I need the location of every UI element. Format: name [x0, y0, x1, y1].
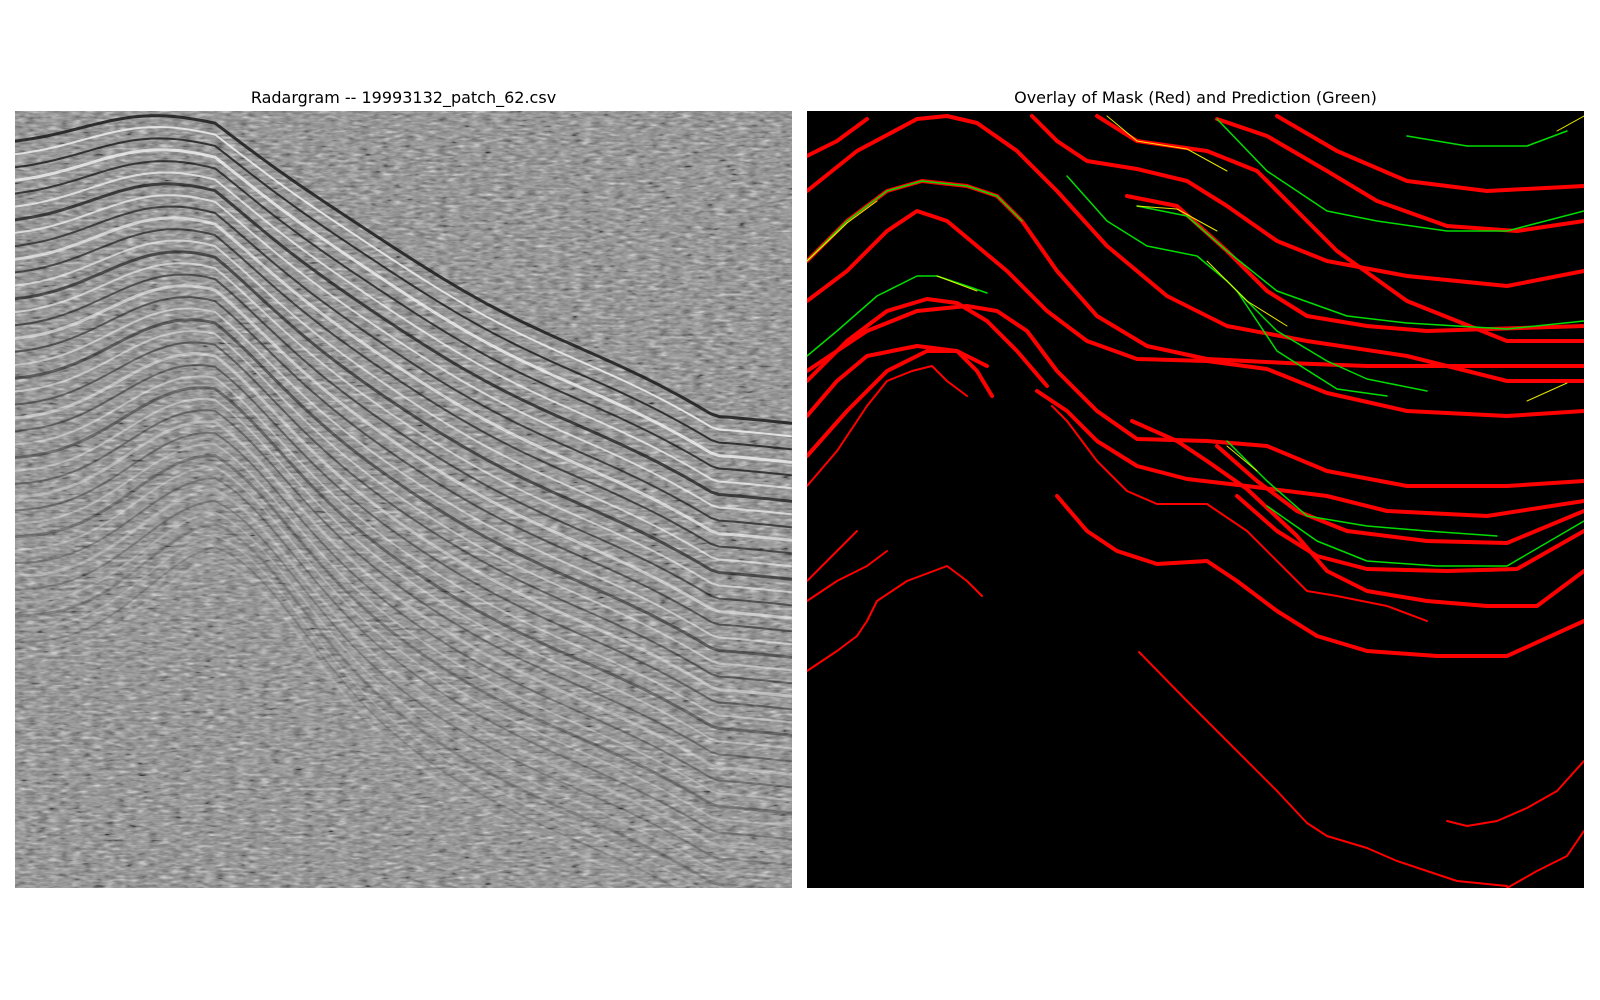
reflection-band — [15, 557, 655, 888]
reflection-band — [15, 454, 792, 815]
reflection-band — [15, 148, 792, 464]
reflection-band — [15, 375, 792, 724]
reflection-band — [15, 182, 792, 503]
reflection-band — [15, 216, 792, 542]
reflection-band — [15, 534, 702, 888]
reflection-band — [15, 443, 792, 802]
reflection-band — [15, 409, 792, 763]
reflection-band — [15, 160, 792, 477]
radargram-image — [15, 111, 792, 888]
reflection-band — [15, 318, 792, 659]
reflection-band — [15, 171, 792, 490]
reflection-band — [15, 250, 792, 581]
reflection-band — [15, 205, 792, 529]
reflection-band — [15, 386, 792, 737]
reflection-band — [15, 262, 792, 594]
overlay-title: Overlay of Mask (Red) and Prediction (Gr… — [1014, 88, 1377, 107]
reflection-band — [15, 341, 792, 685]
reflection-band — [15, 125, 792, 438]
reflection-band — [15, 239, 792, 568]
reflection-band — [15, 330, 792, 672]
reflection-band — [15, 522, 775, 888]
overlay-image — [807, 111, 1584, 888]
reflection-band — [15, 431, 792, 789]
reflection-band — [15, 487, 792, 854]
reflection-band — [15, 363, 792, 711]
radargram-title: Radargram -- 19993132_patch_62.csv — [250, 88, 557, 107]
reflection-band — [15, 398, 792, 750]
reflection-band — [15, 296, 792, 633]
reflection-band — [15, 273, 792, 607]
reflection-band — [15, 307, 792, 646]
reflection-band — [15, 114, 792, 425]
mask-lines — [807, 114, 1584, 658]
reflection-band — [15, 137, 792, 451]
reflection-band — [15, 499, 792, 867]
reflection-band — [15, 420, 792, 776]
reflection-band — [15, 546, 679, 888]
reflection-band — [15, 477, 792, 841]
reflection-band — [15, 194, 792, 516]
reflection-band — [15, 284, 792, 620]
reflection-band — [15, 511, 792, 880]
reflection-band — [15, 352, 792, 698]
reflection-band — [15, 228, 792, 555]
reflection-band — [15, 465, 792, 828]
